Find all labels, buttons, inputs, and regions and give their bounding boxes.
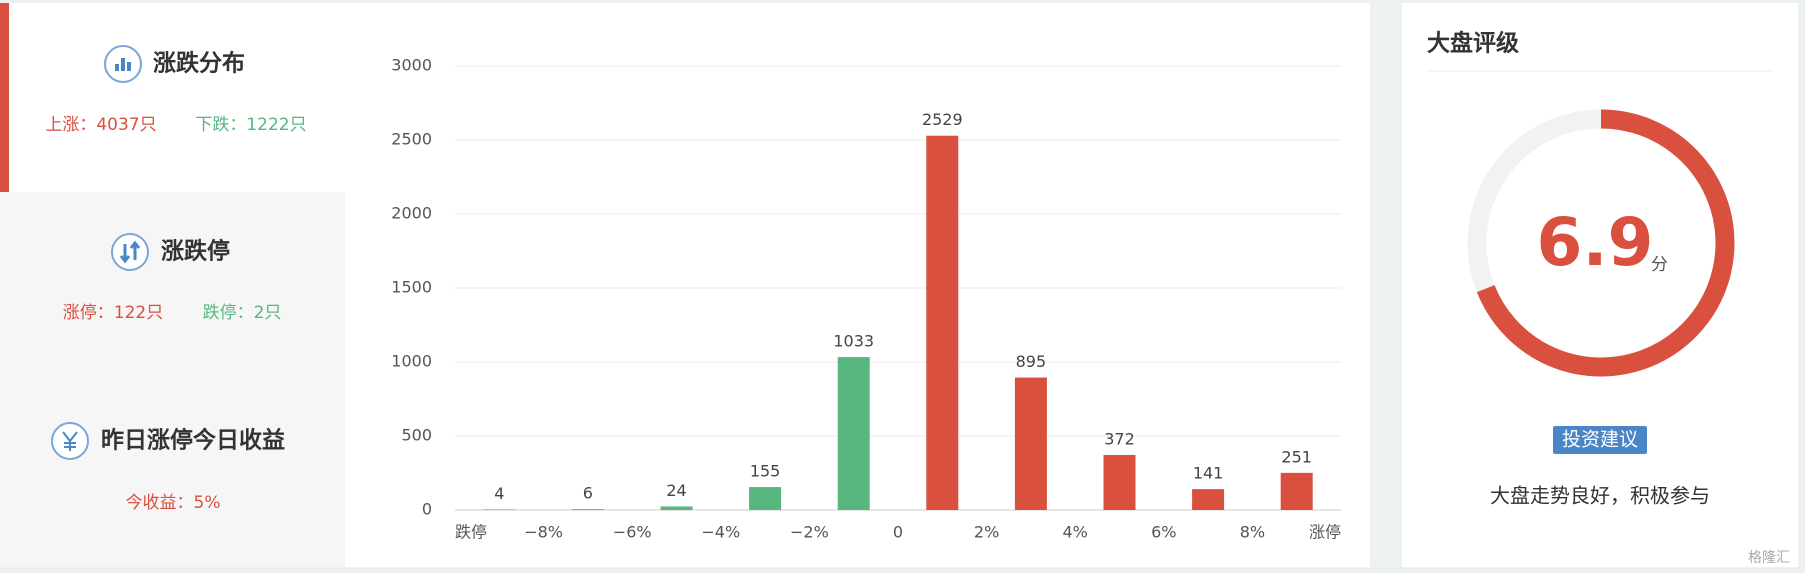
bar: [1280, 472, 1313, 510]
bar: [483, 509, 516, 510]
rating-title: 大盘评级: [1427, 30, 1519, 57]
value-label: 6: [583, 484, 593, 503]
bar: [837, 357, 870, 510]
icon-yield: [51, 422, 89, 460]
value-label: 895: [1016, 352, 1047, 371]
side-panel-bg: [0, 192, 345, 567]
bar: [926, 135, 959, 510]
x-tick-label: 8%: [1240, 523, 1265, 542]
x-tick-label: −2%: [790, 523, 829, 542]
score-unit: 分: [1651, 255, 1668, 275]
value-label: 2529: [922, 110, 963, 129]
value-label: 1033: [833, 332, 874, 351]
panel-item: 上涨：4037只: [45, 115, 156, 135]
panel-item: 跌停：2只: [203, 303, 282, 323]
y-tick-label: 0: [422, 500, 432, 519]
x-tick-label: 涨停: [1309, 523, 1341, 542]
advice-button-label[interactable]: 投资建议: [1562, 429, 1638, 451]
value-label: 372: [1104, 429, 1135, 448]
value-label: 251: [1281, 447, 1312, 466]
x-tick-label: −8%: [524, 523, 563, 542]
panel-item: 今收益：5%: [126, 493, 221, 513]
y-tick-label: 1000: [391, 352, 432, 371]
x-tick-label: 2%: [974, 523, 999, 542]
value-label: 155: [750, 462, 781, 481]
panel-title: 涨跌停: [161, 238, 230, 265]
gauge-arc: [1476, 109, 1735, 377]
score: 6.9: [1537, 204, 1654, 281]
y-tick-label: 3000: [391, 56, 432, 75]
icon-limit: [111, 233, 149, 271]
panel-item: 下跌：1222只: [195, 115, 306, 135]
x-tick-label: 4%: [1063, 523, 1088, 542]
x-tick-label: −6%: [613, 523, 652, 542]
x-tick-label: −4%: [701, 523, 740, 542]
rating-panel: [1402, 3, 1798, 567]
x-tick-label: 跌停: [455, 523, 487, 542]
bar: [1103, 454, 1136, 510]
x-tick-label: 6%: [1151, 523, 1176, 542]
bar: [1014, 377, 1047, 510]
advice-text: 大盘走势良好，积极参与: [1490, 484, 1710, 508]
value-label: 141: [1193, 464, 1224, 483]
active-indicator: [0, 3, 9, 192]
x-tick-label: 0: [893, 523, 903, 542]
value-label: 24: [666, 481, 686, 500]
panel-item: 涨停：122只: [63, 303, 163, 323]
y-tick-label: 500: [401, 426, 432, 445]
y-tick-label: 2500: [391, 130, 432, 149]
y-tick-label: 1500: [391, 278, 432, 297]
panel-title: 昨日涨停今日收益: [101, 427, 285, 454]
watermark: 格隆汇: [1748, 550, 1790, 566]
bar: [749, 487, 782, 510]
y-tick-label: 2000: [391, 204, 432, 223]
panel-title: 涨跌分布: [153, 50, 245, 77]
bar: [660, 506, 693, 510]
icon-distribution: [104, 45, 142, 83]
bar: [1192, 489, 1225, 510]
value-label: 4: [494, 484, 504, 503]
advice-button[interactable]: [1553, 426, 1647, 454]
bar: [571, 509, 604, 510]
